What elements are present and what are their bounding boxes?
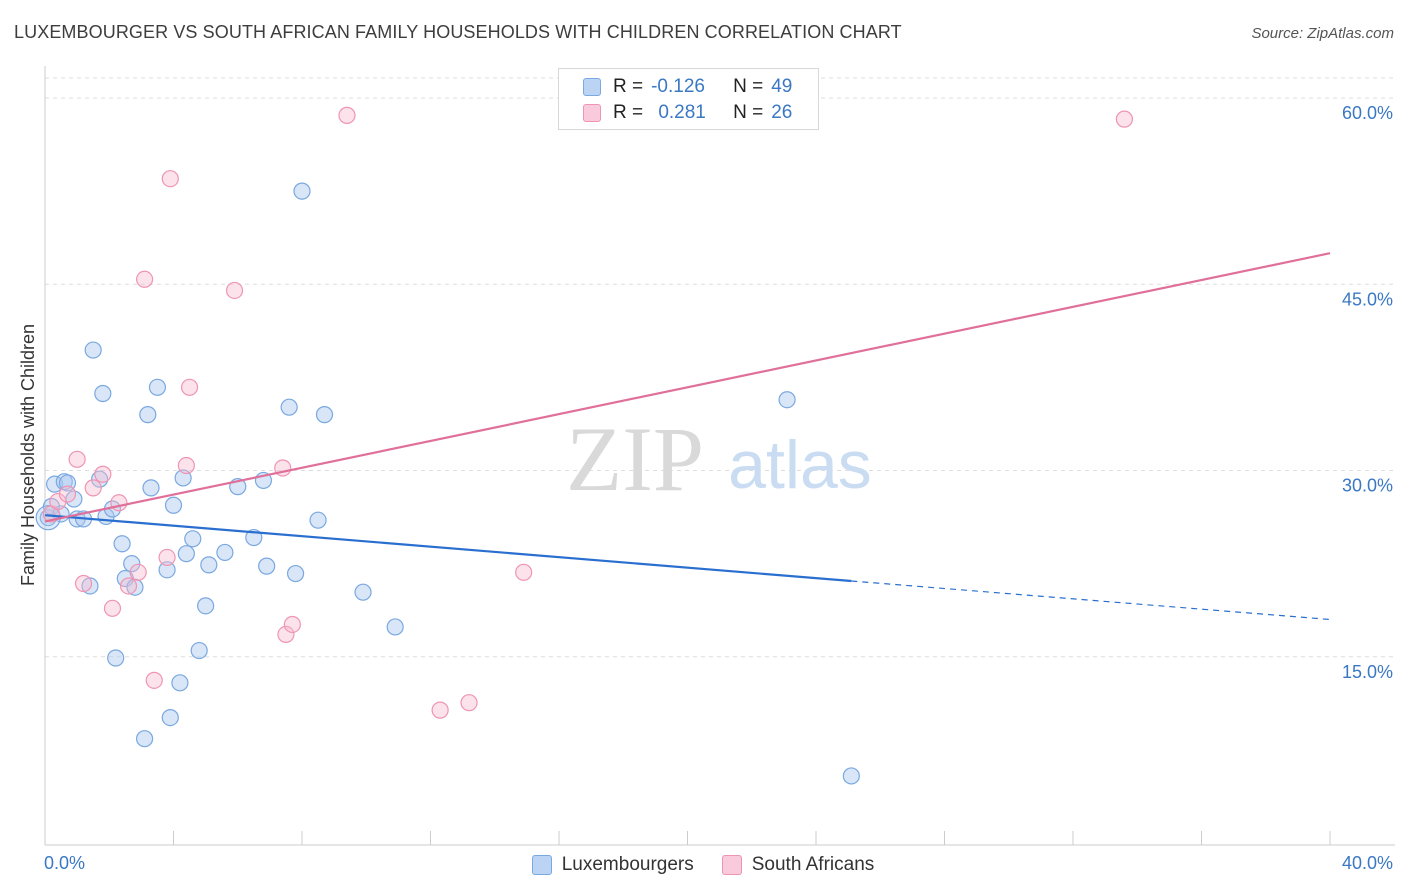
source-credit: Source: ZipAtlas.com	[1251, 25, 1394, 42]
south-africans-point	[68, 450, 86, 468]
south-africans-point	[103, 599, 122, 617]
y-axis-label: Family Households with Children	[18, 324, 38, 586]
luxembourgers-point	[158, 561, 176, 579]
luxembourgers-point	[190, 641, 208, 660]
luxembourgers-point	[216, 543, 234, 562]
luxembourgers-point	[354, 583, 372, 601]
luxembourgers-trend-extension	[851, 580, 1331, 621]
luxembourgers-point	[200, 556, 218, 574]
south-africans-point	[84, 479, 102, 497]
luxembourgers-point	[91, 470, 109, 488]
legend-r-label: R =	[613, 76, 644, 97]
south-africans-points	[42, 106, 1134, 719]
y-tick-label: 15.0%	[1342, 662, 1393, 682]
south-africans-swatch	[583, 104, 601, 122]
luxembourgers-point	[139, 406, 157, 424]
luxembourgers-swatch	[583, 78, 601, 96]
south-africans-point	[110, 494, 128, 512]
luxembourgers-point	[286, 564, 305, 583]
x-tick-label-left: 0.0%	[44, 853, 85, 873]
legend-r-label: R =	[613, 102, 644, 123]
watermark: ZIP atlas	[566, 408, 872, 510]
south-africans-point	[177, 456, 195, 475]
luxembourgers-swatch	[531, 855, 552, 875]
south-africans-point	[129, 563, 147, 581]
trend-lines	[44, 252, 1331, 621]
luxembourgers-point	[107, 649, 125, 667]
south-africans-point	[119, 577, 138, 595]
south-africans-point	[94, 465, 112, 483]
luxembourgers-point	[386, 618, 404, 636]
luxembourgers-point	[197, 597, 215, 615]
luxembourgers-point	[293, 182, 311, 200]
legend-n-label: N =	[733, 76, 764, 97]
legend-item-south-africans[interactable]: South Africans	[721, 854, 875, 876]
south-africans-point	[1115, 110, 1134, 128]
luxembourgers-trend-line	[44, 514, 852, 583]
south-africans-point	[74, 574, 93, 593]
south-africans-point	[135, 270, 154, 288]
luxembourgers-point	[177, 545, 195, 563]
legend-r-value: 0.281	[658, 102, 706, 123]
south-africans-point	[180, 378, 199, 396]
luxembourgers-point	[161, 708, 179, 727]
luxembourgers-point	[94, 384, 112, 403]
luxembourgers-point	[113, 535, 131, 553]
luxembourgers-point	[148, 378, 167, 396]
luxembourgers-point	[315, 406, 334, 424]
south-africans-point	[277, 625, 295, 644]
tick-labels: 15.0% 30.0% 45.0% 60.0% 0.0% 40.0%	[44, 103, 1393, 873]
legend-n-label: N =	[733, 102, 764, 123]
luxembourgers-point	[135, 730, 154, 748]
south-africans-point	[283, 615, 301, 634]
south-africans-point	[338, 106, 356, 124]
luxembourgers-point	[184, 530, 202, 548]
south-africans-point	[145, 671, 163, 689]
south-africans-swatch	[721, 855, 742, 875]
series-legend: Luxembourgers South Africans	[0, 852, 1406, 878]
luxembourgers-points	[35, 182, 860, 785]
south-africans-point	[161, 170, 179, 188]
chart-title: LUXEMBOURGER VS SOUTH AFRICAN FAMILY HOU…	[14, 22, 902, 42]
legend-n-value: 49	[771, 76, 793, 97]
y-tick-label: 60.0%	[1342, 103, 1393, 123]
legend-row-south-africans: R = 0.281 N = 26	[583, 100, 792, 126]
luxembourgers-point	[142, 479, 160, 497]
luxembourgers-point	[842, 767, 860, 785]
legend-label-luxembourgers: Luxembourgers	[561, 854, 694, 875]
legend-row-luxembourgers: R = -0.126 N = 49	[583, 74, 792, 100]
x-tick-label-right: 40.0%	[1342, 853, 1393, 873]
y-tick-label: 45.0%	[1342, 289, 1393, 309]
legend-label-south-africans: South Africans	[751, 854, 875, 875]
south-africans-point	[460, 694, 478, 712]
luxembourgers-point	[84, 341, 102, 359]
luxembourgers-point	[258, 557, 276, 575]
luxembourgers-point	[164, 496, 183, 514]
legend-item-luxembourgers[interactable]: Luxembourgers	[531, 854, 694, 876]
luxembourgers-point	[280, 398, 298, 416]
south-africans-point	[58, 485, 77, 503]
south-africans-point	[225, 281, 244, 300]
axis-layer	[44, 66, 1395, 846]
south-africans-point	[431, 701, 449, 719]
watermark-atlas: atlas	[728, 427, 872, 503]
luxembourgers-point	[309, 511, 327, 529]
watermark-zip: ZIP	[566, 408, 704, 510]
luxembourgers-point	[123, 555, 141, 573]
legend-r-value: -0.126	[651, 76, 705, 97]
y-tick-label: 30.0%	[1342, 476, 1393, 496]
south-africans-point	[515, 563, 533, 581]
luxembourgers-point	[778, 391, 796, 409]
legend-n-value: 26	[771, 102, 793, 123]
correlation-legend: R = -0.126 N = 49 R = 0.281 N = 26	[558, 68, 819, 130]
luxembourgers-point	[171, 674, 189, 692]
south-africans-trend-line	[44, 252, 1331, 523]
south-africans-point	[158, 548, 176, 567]
